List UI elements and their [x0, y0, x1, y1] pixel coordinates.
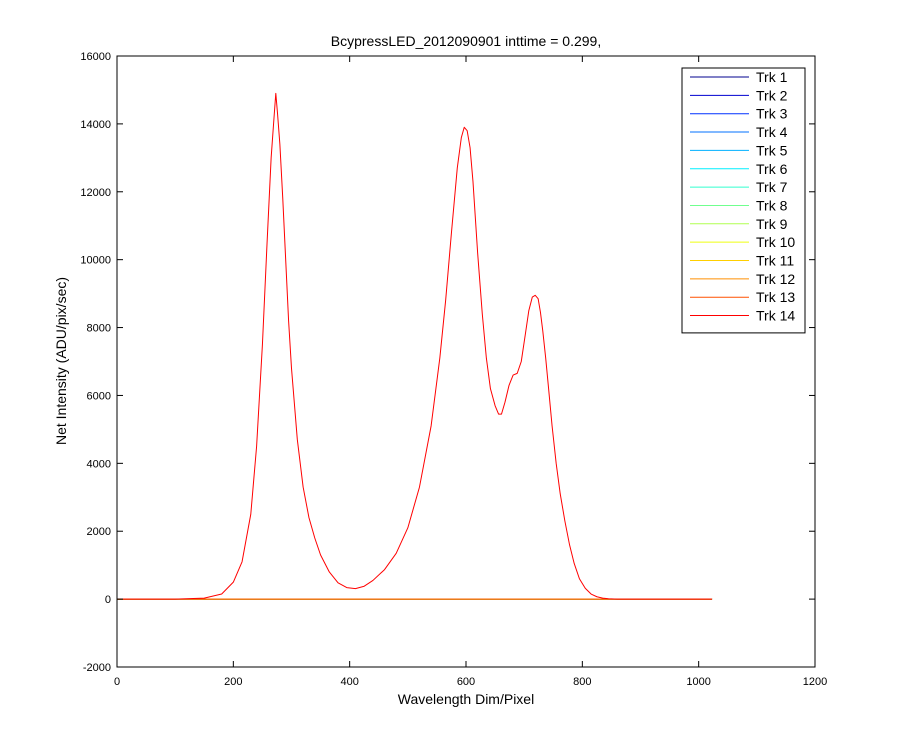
x-tick-label: 1200 — [803, 676, 827, 688]
legend-label: Trk 5 — [756, 142, 788, 158]
series-line-trk-14 — [117, 92, 713, 600]
legend-label: Trk 9 — [756, 216, 788, 232]
legend-item: Trk 14 — [690, 308, 795, 324]
x-tick-label: 0 — [114, 676, 120, 688]
x-tick-label: 800 — [573, 676, 591, 688]
y-tick-label: 12000 — [80, 187, 111, 199]
legend-label: Trk 14 — [756, 308, 795, 324]
y-tick-label: 4000 — [87, 458, 111, 470]
y-tick-label: 8000 — [87, 323, 111, 335]
legend-label: Trk 2 — [756, 87, 788, 103]
legend-item: Trk 6 — [690, 161, 788, 177]
legend-label: Trk 7 — [756, 179, 788, 195]
legend-item: Trk 10 — [690, 234, 795, 250]
legend-label: Trk 10 — [756, 234, 795, 250]
legend-item: Trk 13 — [690, 289, 795, 305]
chart-title: BcypressLED_2012090901 inttime = 0.299, — [331, 33, 601, 49]
x-tick-label: 1000 — [686, 676, 710, 688]
y-tick-label: 10000 — [80, 255, 111, 267]
legend: Trk 1 Trk 2 Trk 3 Trk 4 Trk 5 Trk 6 Trk 7 Trk 8… — [681, 67, 806, 334]
series-layer — [117, 92, 713, 600]
legend-item: Trk 8 — [690, 197, 788, 213]
x-tick-label: 200 — [224, 676, 242, 688]
y-axis-label: Net Intensity (ADU/pix/sec) — [53, 277, 69, 445]
x-axis-label: Wavelength Dim/Pixel — [398, 691, 534, 707]
y-tick-label: 14000 — [80, 119, 111, 131]
legend-item: Trk 5 — [690, 142, 788, 158]
legend-box — [681, 67, 806, 334]
legend-label: Trk 6 — [756, 161, 788, 177]
y-tick-label: 6000 — [87, 390, 111, 402]
y-tick-label: 16000 — [80, 51, 111, 63]
legend-label: Trk 8 — [756, 197, 788, 213]
y-tick-label: -2000 — [83, 662, 111, 674]
legend-item: Trk 12 — [690, 271, 795, 287]
x-tick-label: 600 — [457, 676, 475, 688]
legend-item: Trk 2 — [690, 87, 788, 103]
x-tick-label: 400 — [340, 676, 358, 688]
legend-item: Trk 1 — [690, 69, 788, 85]
legend-item: Trk 3 — [690, 106, 788, 122]
y-axis-ticks: -2000 0 2000 4000 6000 8000 10000 12000 14000 160… — [80, 51, 815, 674]
legend-label: Trk 3 — [756, 106, 788, 122]
y-tick-label: 0 — [105, 594, 111, 606]
legend-label: Trk 12 — [756, 271, 795, 287]
legend-label: Trk 13 — [756, 289, 795, 305]
legend-item: Trk 9 — [690, 216, 788, 232]
y-tick-label: 2000 — [87, 526, 111, 538]
legend-item: Trk 4 — [690, 124, 788, 140]
x-axis-ticks: 0 200 400 600 800 1000 1200 — [114, 56, 827, 688]
legend-label: Trk 11 — [756, 253, 794, 269]
legend-item: Trk 7 — [690, 179, 788, 195]
legend-item: Trk 11 — [690, 253, 794, 269]
legend-label: Trk 4 — [756, 124, 788, 140]
legend-label: Trk 1 — [756, 69, 788, 85]
